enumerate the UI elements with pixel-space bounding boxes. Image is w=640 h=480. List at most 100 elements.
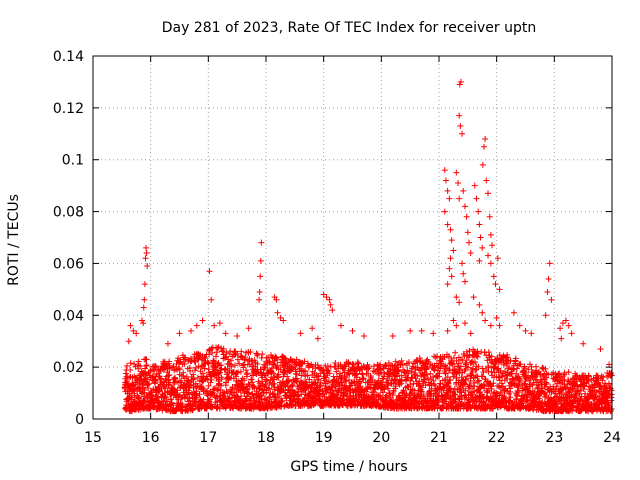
data-point [450,373,457,380]
data-point [475,350,482,357]
data-point [235,393,242,400]
data-point [215,370,222,377]
data-point [305,364,312,371]
data-point [259,351,266,358]
data-point [140,384,147,391]
data-point [241,377,248,384]
data-point [417,388,424,395]
data-point [525,366,532,373]
data-point [470,388,477,395]
data-point [166,371,173,378]
x-axis-label: GPS time / hours [290,459,407,475]
data-point [262,363,269,370]
data-point [407,377,414,384]
data-point [228,386,235,393]
data-point [360,376,367,383]
data-point [385,385,392,392]
data-point [161,393,168,400]
data-point [187,382,194,389]
data-point [398,357,405,364]
data-point [243,393,250,400]
data-point [181,360,188,367]
data-point [213,404,220,411]
data-point [298,372,305,379]
data-point [276,394,283,401]
data-point [488,383,495,390]
data-point [168,400,175,407]
data-point [471,358,478,365]
data-point [137,363,144,370]
data-point [485,349,492,356]
data-point [472,367,479,374]
data-point [381,383,388,390]
data-point [356,367,363,374]
data-point [507,394,514,401]
data-point [414,372,421,379]
data-point [246,381,253,388]
data-point [279,378,286,385]
y-tick-label: 0.06 [53,256,84,272]
data-point [206,396,213,403]
data-point [418,384,425,391]
data-point [563,384,570,391]
data-point [225,356,232,363]
data-point [542,365,549,372]
data-point [176,366,183,373]
data-point [221,366,228,373]
data-point [144,376,151,383]
data-point [209,349,216,356]
data-point [228,363,235,370]
data-point [193,392,200,399]
data-point [195,363,202,370]
data-point [355,360,362,367]
data-point [431,363,438,370]
data-point [183,403,190,410]
x-tick-label: 16 [142,430,160,446]
data-point [501,386,508,393]
data-point [242,354,249,361]
data-point [286,378,293,385]
data-point [315,376,322,383]
data-point [316,383,323,390]
data-point [234,350,241,357]
data-point [451,398,458,405]
data-point [199,370,206,377]
data-point [479,365,486,372]
data-point [127,366,134,373]
data-point [340,392,347,399]
data-point [210,357,217,364]
y-tick-label: 0.08 [53,205,84,221]
data-point [192,358,199,365]
data-point [377,361,384,368]
data-point [258,354,265,361]
data-point [428,385,435,392]
data-point [275,371,282,378]
data-point [377,392,384,399]
data-point [142,370,149,377]
data-point [251,385,258,392]
data-point [297,382,304,389]
data-point [143,362,150,369]
data-point [143,362,150,369]
data-point [238,348,245,355]
data-point [329,387,336,394]
data-point [457,363,464,370]
data-point [466,399,473,406]
data-point [161,383,168,390]
data-point [221,354,228,361]
x-tick-label: 21 [430,430,448,446]
data-point [386,390,393,397]
data-point [539,364,546,371]
data-point [151,402,158,409]
data-point [278,398,285,405]
data-point [271,373,278,380]
data-point [466,381,473,388]
data-point [274,362,281,369]
data-point [549,404,556,411]
data-point [488,353,495,360]
data-point [387,362,394,369]
data-point [175,365,182,372]
data-point [199,378,206,385]
data-point [131,361,138,368]
data-point [408,368,415,375]
